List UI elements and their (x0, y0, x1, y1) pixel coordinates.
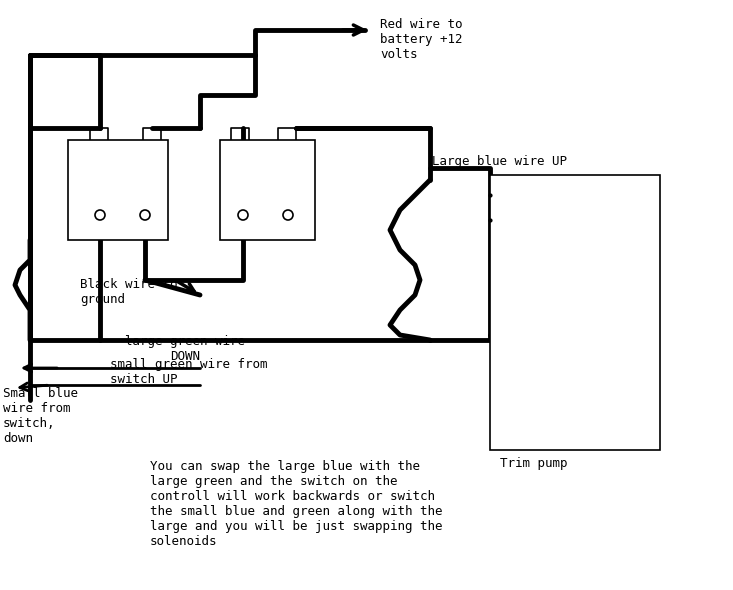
Text: Small blue
wire from
switch,
down: Small blue wire from switch, down (3, 387, 78, 445)
Text: large green wire
DOWN: large green wire DOWN (125, 335, 245, 363)
Text: Large blue wire UP: Large blue wire UP (432, 155, 567, 168)
Text: You can swap the large blue with the
large green and the switch on the
controll : You can swap the large blue with the lar… (150, 460, 443, 548)
Bar (220, 140, 315, 240)
Text: Red wire to
battery +12
volts: Red wire to battery +12 volts (380, 18, 463, 61)
Text: Black wire to
ground: Black wire to ground (80, 278, 177, 306)
Bar (68, 140, 168, 240)
Bar (490, 175, 660, 450)
Text: small green wire from
switch UP: small green wire from switch UP (110, 358, 268, 386)
Text: Trim pump: Trim pump (500, 457, 567, 470)
